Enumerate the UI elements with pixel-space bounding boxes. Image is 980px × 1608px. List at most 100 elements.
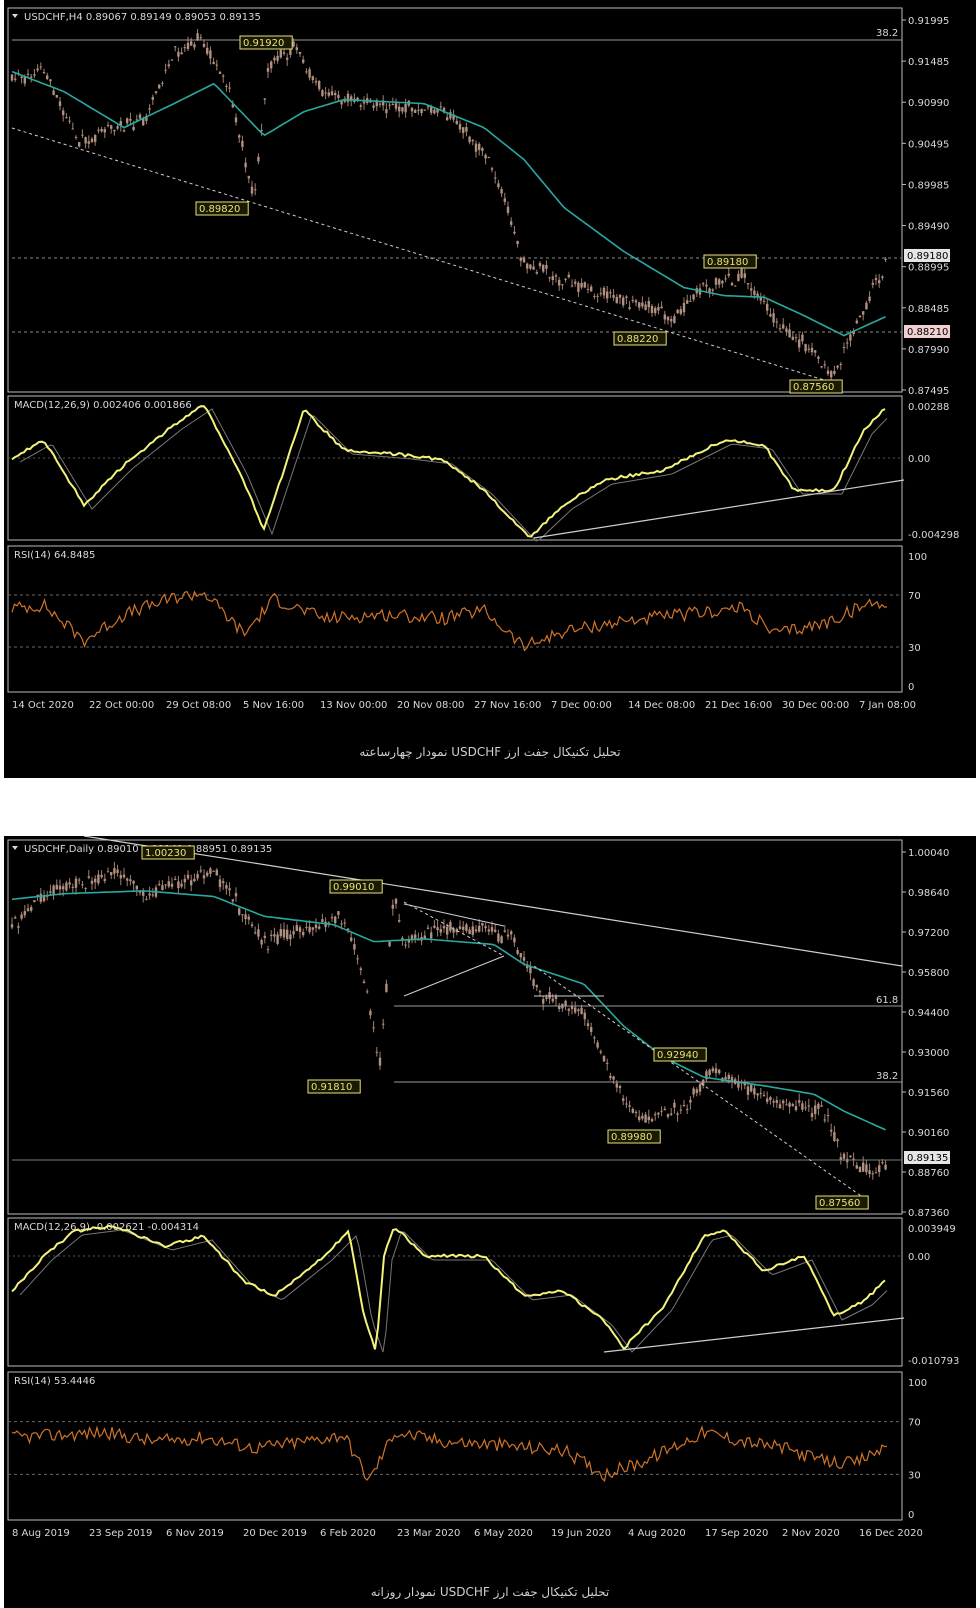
candle-body bbox=[567, 1008, 570, 1011]
candle-body bbox=[641, 302, 644, 307]
candle-body bbox=[394, 103, 398, 109]
candle-body bbox=[298, 927, 302, 932]
candle-body bbox=[372, 1027, 375, 1029]
candle-body bbox=[78, 879, 81, 881]
candle-body bbox=[330, 917, 334, 919]
candle-body bbox=[695, 1089, 698, 1093]
rsi-tick-0: 100 bbox=[908, 552, 927, 563]
candle-body bbox=[388, 941, 391, 947]
candle-body bbox=[564, 1000, 567, 1007]
macd-trend-line bbox=[603, 1317, 905, 1353]
candle-body bbox=[78, 142, 81, 147]
candle-body bbox=[33, 74, 36, 76]
candle-body bbox=[558, 1005, 561, 1010]
candle-body bbox=[74, 136, 78, 138]
macd-line bbox=[11, 1224, 886, 1351]
candle-body bbox=[26, 908, 30, 912]
candle-body bbox=[199, 37, 202, 39]
candle-body bbox=[68, 120, 71, 122]
candle-body bbox=[666, 1114, 670, 1117]
candle-body bbox=[782, 324, 785, 329]
macd-signal-line bbox=[19, 1229, 888, 1353]
candle-body bbox=[202, 875, 206, 879]
candle-body bbox=[340, 101, 343, 105]
candle-body bbox=[519, 953, 522, 958]
candle-body bbox=[849, 1155, 852, 1158]
candle-body bbox=[532, 266, 535, 270]
candle-body bbox=[391, 904, 394, 909]
x-label-1: 23 Sep 2019 bbox=[89, 1528, 152, 1539]
candle-body bbox=[426, 106, 430, 108]
candle-body bbox=[321, 90, 324, 97]
candle-body bbox=[583, 1012, 586, 1020]
candle-body bbox=[410, 935, 414, 941]
price-tick-2: 0.90990 bbox=[908, 98, 949, 109]
candle-body bbox=[148, 893, 151, 896]
candle-body bbox=[87, 141, 90, 144]
candle-body bbox=[673, 1102, 676, 1108]
candle-body bbox=[148, 108, 151, 110]
moving-average-line bbox=[11, 70, 886, 337]
rsi-tick-0: 100 bbox=[908, 1378, 927, 1389]
candle-body bbox=[798, 1100, 801, 1103]
candle-body bbox=[39, 893, 42, 902]
candle-body bbox=[823, 364, 826, 366]
panel-frame-2 bbox=[7, 1371, 903, 1521]
x-label-3: 5 Nov 16:00 bbox=[243, 700, 304, 711]
candle-body bbox=[417, 939, 420, 941]
candle-body bbox=[641, 1115, 644, 1119]
rsi-tick-3: 0 bbox=[908, 1510, 914, 1521]
candle-body bbox=[84, 887, 87, 889]
candle-body bbox=[292, 41, 295, 47]
candle-body bbox=[260, 940, 263, 945]
x-label-1: 22 Oct 00:00 bbox=[89, 700, 154, 711]
price-tick-0: 1.00040 bbox=[908, 848, 949, 859]
candle-body bbox=[433, 925, 436, 928]
candle-body bbox=[692, 294, 695, 300]
price-marker-1-box bbox=[904, 325, 950, 338]
fib-label-0: 61.8 bbox=[876, 995, 898, 1006]
candle-body bbox=[529, 264, 532, 269]
candle-body bbox=[570, 285, 574, 287]
candle-body bbox=[609, 1075, 612, 1079]
candle-body bbox=[663, 1108, 666, 1111]
candle-body bbox=[420, 109, 423, 114]
candle-body bbox=[631, 1108, 634, 1113]
candle-body bbox=[788, 1102, 791, 1107]
candle-body bbox=[378, 103, 382, 105]
candle-body bbox=[842, 1153, 846, 1159]
candle-body bbox=[295, 47, 298, 51]
candle-body bbox=[81, 134, 84, 136]
candle-body bbox=[484, 926, 487, 929]
candle-body bbox=[382, 100, 385, 106]
candle-body bbox=[119, 121, 122, 126]
candle-body bbox=[702, 283, 705, 285]
candle-body bbox=[586, 288, 590, 290]
candle-body bbox=[350, 96, 353, 102]
candle-body bbox=[14, 917, 17, 919]
candle-body bbox=[868, 1170, 871, 1175]
price-annotation-2: 0.89180 bbox=[707, 257, 748, 268]
candle-body bbox=[826, 370, 830, 375]
candle-body bbox=[145, 899, 148, 901]
price-tick-1: 0.98640 bbox=[908, 888, 949, 899]
candle-body bbox=[190, 880, 193, 886]
candle-body bbox=[215, 64, 218, 66]
candle-body bbox=[548, 277, 551, 279]
candle-body bbox=[497, 183, 500, 188]
candle-body bbox=[769, 1097, 772, 1101]
candle-body bbox=[145, 115, 148, 121]
candle-body bbox=[698, 1084, 702, 1092]
candle-body bbox=[311, 76, 314, 81]
candle-body bbox=[756, 1093, 759, 1096]
candle-body bbox=[398, 106, 401, 112]
candle-body bbox=[401, 937, 404, 940]
candle-body bbox=[318, 926, 321, 929]
candle-body bbox=[644, 1114, 647, 1123]
candle-body bbox=[279, 929, 282, 937]
price-annotation-4: 0.89980 bbox=[611, 1132, 652, 1143]
candle-body bbox=[260, 130, 263, 132]
candle-body bbox=[622, 297, 625, 306]
candle-body bbox=[52, 90, 55, 96]
panel-frame-2 bbox=[7, 545, 903, 693]
